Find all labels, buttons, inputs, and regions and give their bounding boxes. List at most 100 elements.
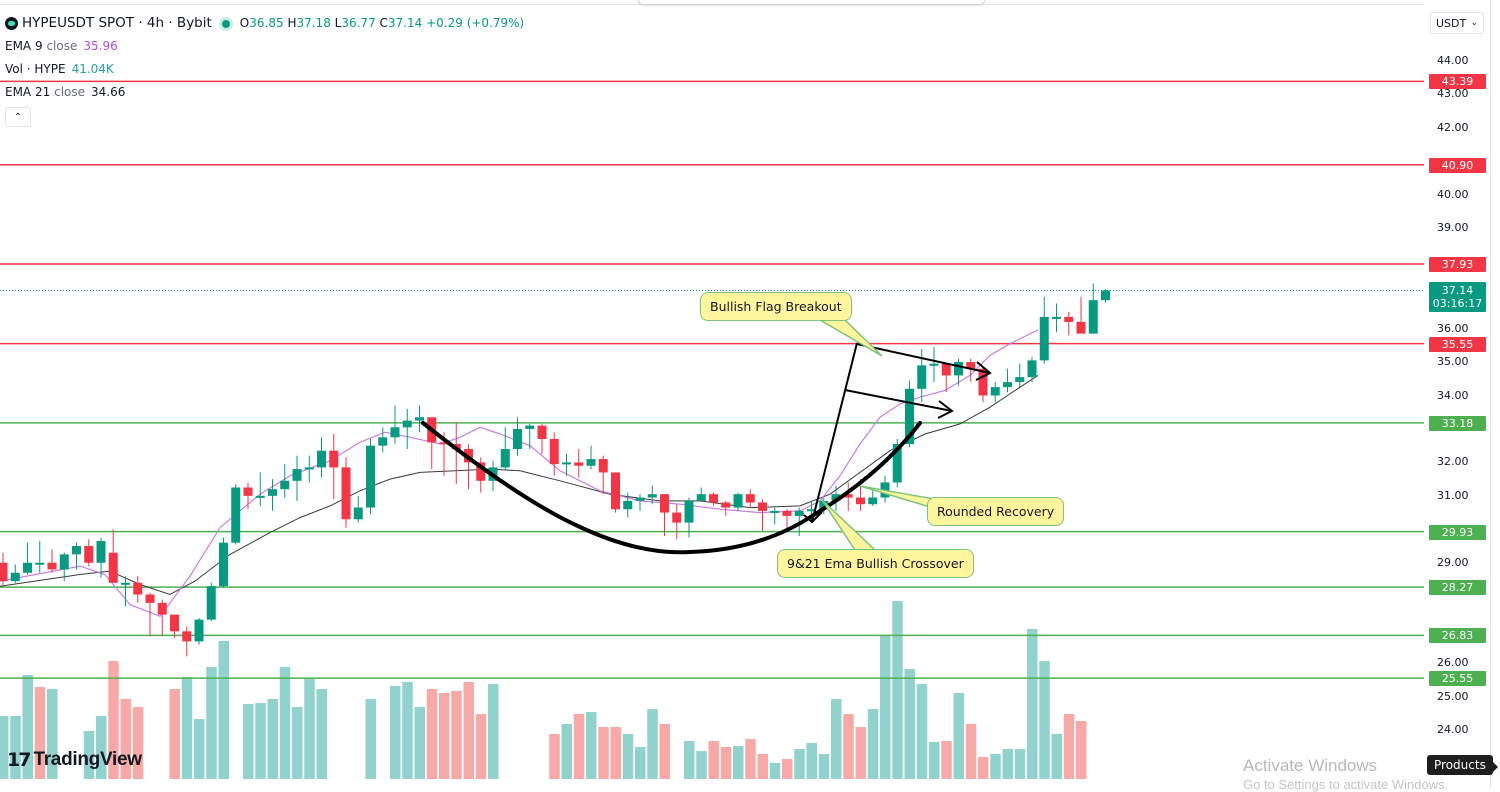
candle [145, 592, 155, 637]
price-tick: 25.00 [1437, 689, 1469, 703]
candle [733, 492, 743, 511]
volume-bar [880, 636, 891, 779]
candle [513, 417, 522, 456]
candle [819, 497, 829, 515]
candle [72, 542, 81, 570]
volume-bar [194, 719, 205, 779]
volume-bar [831, 699, 842, 779]
flag-bottom-line[interactable] [844, 389, 953, 412]
candle [10, 564, 20, 583]
candle [660, 494, 669, 536]
indicator-value: 41.04K [71, 62, 114, 76]
indicator-source: close [46, 39, 78, 53]
volume-bars [0, 601, 1087, 779]
candle [586, 445, 596, 470]
candle [696, 487, 706, 501]
bar-countdown: 03:16:17 [1432, 297, 1483, 311]
callout-pointer-flag [817, 319, 883, 357]
volume-bar [720, 747, 732, 779]
tradingview-mark-icon: 17 [7, 749, 31, 771]
candle [378, 427, 388, 453]
callout-text: Rounded Recovery [937, 504, 1055, 519]
volume-bar [1014, 749, 1026, 779]
volume-bar [439, 693, 450, 779]
indicator-ema9[interactable]: EMA 9 close 35.96 [5, 35, 524, 58]
flag-bottom-arrowhead[interactable] [937, 400, 954, 419]
price-tick: 32.00 [1437, 455, 1469, 469]
symbol-title[interactable]: HYPEUSDT SPOT · 4h · Bybit [22, 15, 212, 31]
volume-bar [806, 743, 817, 779]
volume-bar [451, 691, 462, 779]
candle [206, 582, 216, 622]
candle [157, 599, 167, 637]
volume-bar [83, 731, 95, 779]
candle [108, 529, 118, 583]
candle [255, 472, 265, 506]
flag-top-arrowhead[interactable] [975, 361, 992, 381]
symbol-row[interactable]: HYPEUSDT SPOT · 4h · Bybit O36.85 H37.18… [5, 12, 524, 35]
callout-ema-crossover[interactable]: 9&21 Ema Bullish Crossover [777, 549, 974, 578]
candle [329, 433, 339, 500]
candle [623, 492, 633, 518]
volume-bar [978, 757, 989, 779]
indicator-volume[interactable]: Vol · HYPE 41.04K [5, 58, 524, 81]
price-tick: 31.00 [1437, 488, 1469, 502]
volume-bar [941, 741, 952, 779]
candle [525, 423, 535, 450]
support-level-label: 25.55 [1429, 671, 1486, 687]
candle [47, 549, 57, 573]
currency-select[interactable]: USDT ⌄ [1430, 12, 1484, 34]
candle [1088, 283, 1098, 334]
right-toolbar-edge [1490, 0, 1500, 788]
indicator-source: close [54, 85, 86, 99]
volume-bar [10, 716, 21, 779]
activate-windows-subtitle: Go to Settings to activate Windows. [1243, 777, 1449, 792]
candle [709, 492, 718, 506]
candle [929, 346, 939, 383]
indicator-param: 9 [34, 39, 43, 53]
market-open-status-icon [221, 19, 230, 28]
flag-pole-line[interactable] [811, 342, 858, 523]
indicator-ema21[interactable]: EMA 21 close 34.66 [5, 81, 524, 104]
indicator-value: 35.96 [83, 39, 118, 53]
volume-bar [929, 742, 940, 779]
candle [402, 408, 412, 450]
price-axis[interactable]: 44.00 43.00 42.00 40.00 39.00 36.00 35.00 34.00… [1424, 0, 1491, 788]
volume-bar [34, 687, 46, 779]
candle [121, 576, 130, 607]
products-button[interactable]: Products [1427, 755, 1498, 775]
candle [672, 504, 682, 540]
high-label: H [287, 16, 297, 30]
price-chart-canvas[interactable] [0, 0, 1424, 788]
current-price-label: 37.14 03:16:17 [1429, 282, 1486, 313]
volume-bar [684, 741, 695, 779]
volume-bar [0, 716, 9, 779]
candle [562, 454, 571, 476]
resistance-level-label: 43.39 [1429, 74, 1486, 90]
volume-bar [390, 686, 401, 779]
price-tick: 35.00 [1437, 355, 1469, 369]
callout-bullish-flag-breakout[interactable]: Bullish Flag Breakout [700, 292, 852, 321]
collapse-legend-button[interactable]: ⌃ [5, 107, 31, 127]
tradingview-logo[interactable]: 17 TradingView [7, 749, 142, 771]
chevron-down-icon: ⌄ [1470, 18, 1478, 28]
currency-value: USDT [1436, 16, 1467, 30]
volume-bar [206, 667, 217, 779]
flag-top-line[interactable] [856, 343, 991, 374]
callout-rounded-recovery[interactable]: Rounded Recovery [927, 497, 1065, 526]
volume-bar [953, 693, 964, 779]
ohlc-values: O36.85 H37.18 L36.77 C37.14 +0.29 (+0.79… [240, 12, 524, 35]
volume-bar [635, 747, 646, 779]
price-tick: 39.00 [1437, 221, 1469, 235]
volume-bar [120, 699, 131, 779]
drawings [421, 319, 992, 555]
support-level-label: 33.18 [1429, 415, 1486, 431]
close-value: 37.14 [387, 16, 423, 30]
candle [280, 464, 290, 498]
flag-pole-arrow[interactable] [803, 511, 823, 524]
rounded-bottom-curve[interactable] [421, 421, 922, 555]
volume-bar [1051, 734, 1062, 779]
volume-bar [218, 641, 229, 779]
volume-bar [818, 754, 830, 779]
candle [770, 507, 780, 525]
